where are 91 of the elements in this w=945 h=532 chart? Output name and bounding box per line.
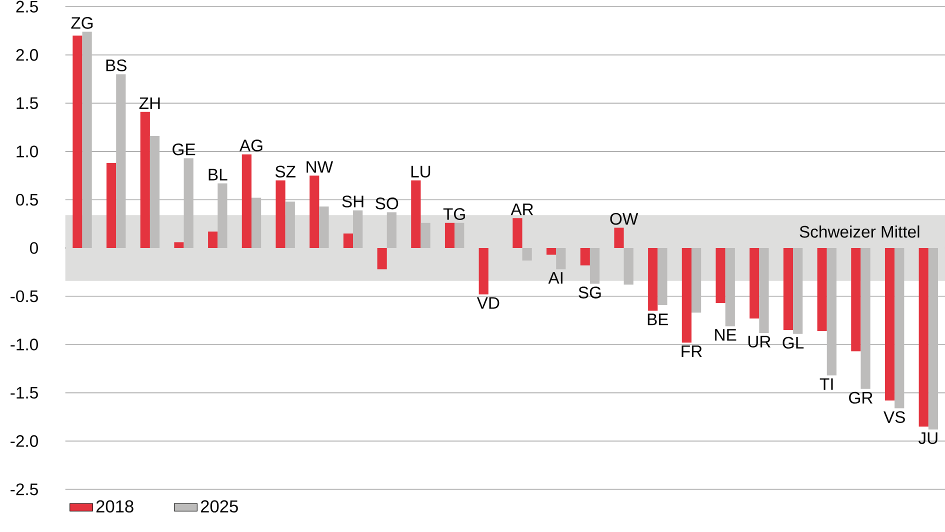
bar	[285, 202, 295, 248]
bar	[716, 248, 726, 304]
x-tick-label: JU	[918, 432, 938, 444]
bar	[420, 222, 430, 248]
x-tick-label: FR	[682, 346, 702, 358]
x-tick-label: TI	[820, 378, 833, 390]
bar	[454, 222, 464, 248]
bar	[377, 248, 387, 270]
bar	[580, 248, 590, 266]
y-tick-label: -2.5	[10, 483, 38, 496]
x-tick-label: AR	[510, 204, 534, 216]
bar	[319, 206, 329, 248]
x-tick-label: UR	[748, 336, 770, 348]
bar	[208, 232, 218, 248]
bar	[928, 248, 938, 430]
bar	[624, 248, 634, 285]
x-tick-label: GE	[172, 144, 196, 156]
bar	[242, 154, 252, 248]
y-tick-label: -2.0	[10, 435, 38, 447]
bar	[116, 74, 126, 248]
y-tick-label: 2.5	[16, 0, 38, 13]
bar	[353, 210, 363, 248]
x-tick-label: OW	[610, 213, 638, 225]
x-tick-label: AG	[239, 140, 262, 152]
bar	[556, 248, 566, 270]
bar	[590, 248, 600, 284]
y-tick-label: -1.0	[10, 338, 38, 350]
bar	[546, 248, 556, 255]
bar	[894, 248, 904, 408]
bar	[522, 248, 532, 261]
bar	[648, 248, 658, 311]
x-tick-label: NE	[715, 329, 736, 341]
bar	[512, 218, 522, 248]
bar	[682, 248, 692, 343]
bar	[759, 248, 769, 333]
x-tick-label: VS	[884, 411, 905, 423]
x-tick-label: AI	[548, 272, 562, 284]
y-tick-label: 2.0	[16, 49, 38, 61]
x-tick-label: BS	[106, 60, 126, 72]
legend-label: 2018	[96, 500, 134, 513]
bar	[614, 228, 624, 248]
bar	[82, 32, 92, 248]
bar	[106, 163, 116, 248]
bar	[658, 248, 668, 305]
bar	[218, 183, 228, 248]
x-tick-label: SZ	[275, 166, 296, 178]
bar	[817, 248, 827, 332]
band-label: Schweizer Mittel	[800, 225, 920, 238]
bar	[251, 198, 262, 248]
x-tick-label: VD	[476, 297, 500, 309]
bar	[750, 248, 760, 318]
bar	[691, 248, 702, 313]
x-tick-label: ZG	[71, 17, 93, 29]
bar	[150, 136, 160, 248]
legend-label: 2025	[200, 500, 238, 513]
bar	[851, 248, 861, 352]
bar	[478, 248, 488, 294]
bar	[174, 242, 184, 248]
x-tick-label: ZH	[139, 97, 160, 109]
x-tick-label: LU	[411, 166, 430, 178]
bar	[184, 158, 194, 248]
bar	[276, 180, 286, 248]
bar	[411, 180, 421, 248]
bar	[386, 212, 396, 248]
bar	[140, 112, 150, 248]
bar	[793, 248, 803, 334]
y-tick-label: 1.0	[16, 146, 38, 158]
x-tick-label: GL	[782, 336, 804, 349]
x-tick-label: TG	[443, 208, 465, 220]
bar	[72, 36, 82, 248]
bar	[918, 248, 928, 427]
x-tick-label: NW	[306, 161, 334, 173]
x-tick-label: SG	[578, 286, 601, 298]
y-tick-label: 0	[30, 242, 38, 254]
bar	[783, 248, 794, 330]
bar	[343, 234, 354, 248]
x-tick-label: BL	[208, 168, 228, 180]
bar	[725, 248, 735, 326]
x-tick-label: SO	[376, 198, 398, 210]
y-tick-label: 1.5	[16, 97, 38, 110]
y-tick-label: -0.5	[10, 290, 38, 302]
x-tick-label: GR	[849, 392, 872, 404]
bar	[860, 248, 870, 389]
bar	[444, 222, 455, 248]
y-tick-label: -1.5	[10, 386, 38, 399]
y-tick-label: 0.5	[16, 194, 38, 206]
x-tick-label: BE	[648, 314, 668, 326]
bar	[884, 248, 895, 401]
bar	[310, 176, 320, 248]
bar	[826, 248, 836, 376]
x-tick-label: SH	[342, 196, 364, 208]
